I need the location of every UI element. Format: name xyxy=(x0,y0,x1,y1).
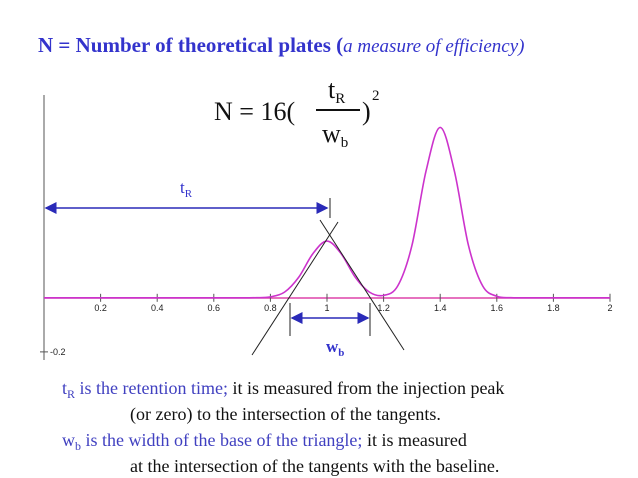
formula-lhs: N = 16( xyxy=(214,97,295,126)
note-rest: it is measured from the injection peak xyxy=(228,378,504,398)
formula-den-w: w xyxy=(322,119,341,148)
note-def: is the width of the base of the triangle… xyxy=(81,430,362,450)
wb-label: wb xyxy=(326,337,344,359)
y-tick-label: -0.2 xyxy=(50,347,66,357)
formula-den-sub: b xyxy=(341,135,349,151)
tr-label-sub: R xyxy=(185,188,193,200)
title-italic: a measure of efficiency) xyxy=(343,36,524,57)
tr-label: tR xyxy=(180,178,193,200)
x-tick-label: 0.4 xyxy=(151,303,164,313)
formula-num-t: t xyxy=(328,75,336,104)
curve xyxy=(43,126,610,299)
note-sub: b xyxy=(75,439,81,453)
title: N = Number of theoretical plates (a meas… xyxy=(38,33,524,57)
left-tangent xyxy=(251,221,339,356)
note-line: tR is the retention time; it is measured… xyxy=(62,378,504,401)
note-symbol: w xyxy=(62,430,75,450)
wb-label-w: w xyxy=(326,337,339,356)
x-tick-label: 1.6 xyxy=(491,303,504,313)
note-line: (or zero) to the intersection of the tan… xyxy=(130,404,441,425)
x-tick-label: 2 xyxy=(607,303,612,313)
note-symbol: t xyxy=(62,378,67,398)
formula: N = 16( tR wb ) 2 xyxy=(214,75,380,151)
tr-label-t: t xyxy=(180,178,185,197)
right-tangent xyxy=(319,219,405,351)
x-tick-label: 1.4 xyxy=(434,303,447,313)
note-rest: it is measured xyxy=(362,430,466,450)
note-line: at the intersection of the tangents with… xyxy=(130,456,499,476)
x-tick-label: 0.6 xyxy=(208,303,221,313)
tangents xyxy=(251,198,405,356)
note-line: wb is the width of the base of the trian… xyxy=(62,430,467,453)
x-tick-label: 0.2 xyxy=(94,303,107,313)
x-tick-label: 1.2 xyxy=(377,303,390,313)
wb-label-sub: b xyxy=(338,347,344,359)
x-tick-label: 1.8 xyxy=(547,303,560,313)
formula-power: 2 xyxy=(372,88,380,104)
notes: tR is the retention time; it is measured… xyxy=(62,378,504,476)
note-def: is the retention time; xyxy=(75,378,228,398)
title-main: N = Number of theoretical plates ( xyxy=(38,33,343,57)
formula-close: ) xyxy=(362,97,371,126)
plot: 0.2 0.4 0.6 0.8 1 1.2 1.4 1.6 1.8 2 -0.2 xyxy=(40,95,613,360)
formula-den: wb xyxy=(322,119,348,151)
formula-num: tR xyxy=(328,75,345,107)
x-tick-label: 0.8 xyxy=(264,303,277,313)
formula-num-sub: R xyxy=(335,91,345,107)
note-sub: R xyxy=(67,387,75,401)
x-tick-label: 1 xyxy=(324,303,329,313)
